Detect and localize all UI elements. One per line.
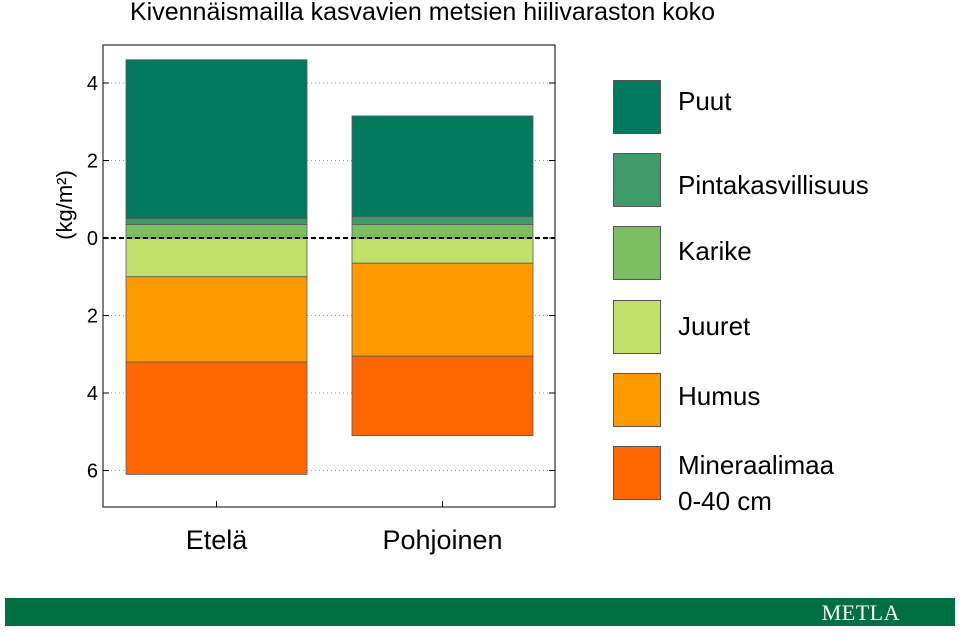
- y-axis-label: (kg/m²): [52, 170, 77, 240]
- legend-swatch: [613, 226, 661, 280]
- legend-swatch: [613, 446, 661, 500]
- bar-segment: [125, 237, 308, 278]
- y-tick-label: 0: [87, 228, 98, 250]
- bar-segment: [351, 216, 534, 225]
- bar-segment: [351, 115, 534, 218]
- bar-segment: [125, 224, 308, 239]
- footer-bar: METLA: [5, 598, 955, 626]
- x-tick-label: Etelä: [186, 525, 249, 555]
- bar-segment: [351, 355, 534, 437]
- y-tick-label: 4: [87, 73, 98, 95]
- legend-label: Mineraalimaa: [678, 450, 835, 480]
- y-tick-label: 6: [87, 461, 98, 483]
- legend-swatch: [613, 300, 661, 354]
- chart-title: Kivennäismailla kasvavien metsien hiiliv…: [130, 0, 715, 26]
- legend-label: Pintakasvillisuus: [678, 170, 869, 200]
- bar-segment: [125, 59, 308, 220]
- bar-segment: [125, 218, 308, 225]
- bar-segment: [351, 262, 534, 357]
- legend-label: Puut: [678, 86, 732, 116]
- legend-swatch: [613, 373, 661, 427]
- y-tick-label: 2: [87, 151, 98, 173]
- y-tick-label: 2: [87, 306, 98, 328]
- x-tick-label: Pohjoinen: [382, 525, 502, 555]
- plot-frame: [102, 44, 556, 508]
- legend-label: 0-40 cm: [678, 486, 772, 516]
- metla-logo: METLA: [821, 600, 900, 625]
- legend-label: Juuret: [678, 311, 751, 341]
- bar-segment: [351, 237, 534, 264]
- y-tick-label: 4: [87, 383, 98, 405]
- bar-segment: [125, 361, 308, 475]
- legend-swatch: [613, 80, 661, 134]
- bar-segment: [125, 276, 308, 363]
- legend-swatch: [613, 153, 661, 207]
- legend-label: Karike: [678, 236, 752, 266]
- legend-label: Humus: [678, 381, 761, 411]
- bar-segment: [351, 224, 534, 239]
